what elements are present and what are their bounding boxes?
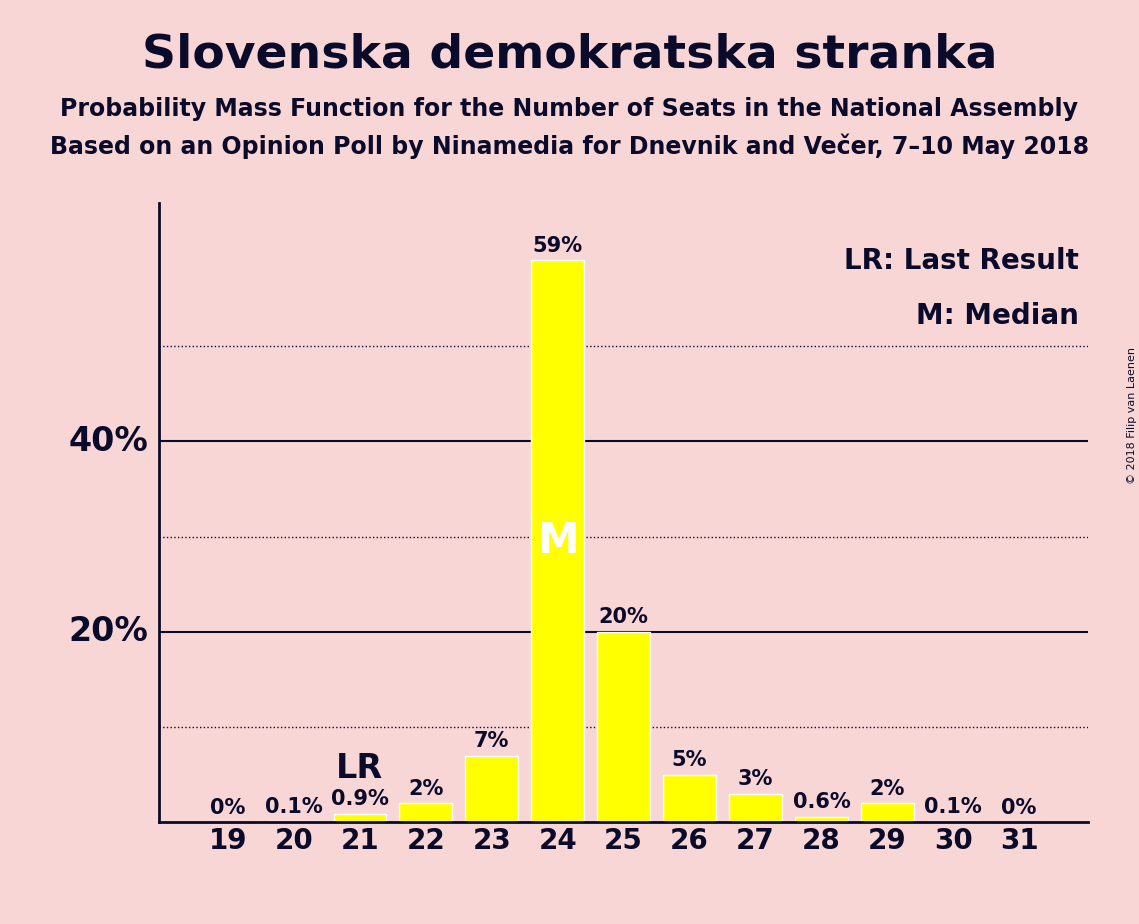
Text: 20%: 20% [599,607,648,627]
Text: M: M [536,520,579,563]
Text: M: Median: M: Median [916,302,1079,331]
Text: © 2018 Filip van Laenen: © 2018 Filip van Laenen [1126,347,1137,484]
Bar [729,794,781,822]
Text: 59%: 59% [533,236,583,256]
Text: 0.6%: 0.6% [793,792,851,812]
Text: 0.1%: 0.1% [265,796,322,817]
Bar [795,817,847,822]
Text: 7%: 7% [474,731,509,751]
Text: 0.1%: 0.1% [925,796,982,817]
Bar [268,821,320,822]
Bar [663,774,716,822]
Text: Probability Mass Function for the Number of Seats in the National Assembly: Probability Mass Function for the Number… [60,97,1079,121]
Text: 20%: 20% [68,615,148,649]
Text: 2%: 2% [408,779,443,798]
Text: 0%: 0% [211,797,246,818]
Bar [597,632,650,822]
Text: 0.9%: 0.9% [331,789,388,809]
Text: LR: Last Result: LR: Last Result [844,247,1079,274]
Bar [861,803,913,822]
Text: Based on an Opinion Poll by Ninamedia for Dnevnik and Večer, 7–10 May 2018: Based on an Opinion Poll by Ninamedia fo… [50,134,1089,160]
Text: 0%: 0% [1001,797,1036,818]
Text: 2%: 2% [870,779,906,798]
Text: 3%: 3% [738,769,773,789]
Bar [927,821,980,822]
Text: LR: LR [336,752,384,785]
Text: 40%: 40% [68,425,148,458]
Bar [400,803,452,822]
Bar [466,756,518,822]
Bar [531,261,584,822]
Bar [334,814,386,822]
Text: 5%: 5% [672,750,707,770]
Text: Slovenska demokratska stranka: Slovenska demokratska stranka [141,32,998,78]
